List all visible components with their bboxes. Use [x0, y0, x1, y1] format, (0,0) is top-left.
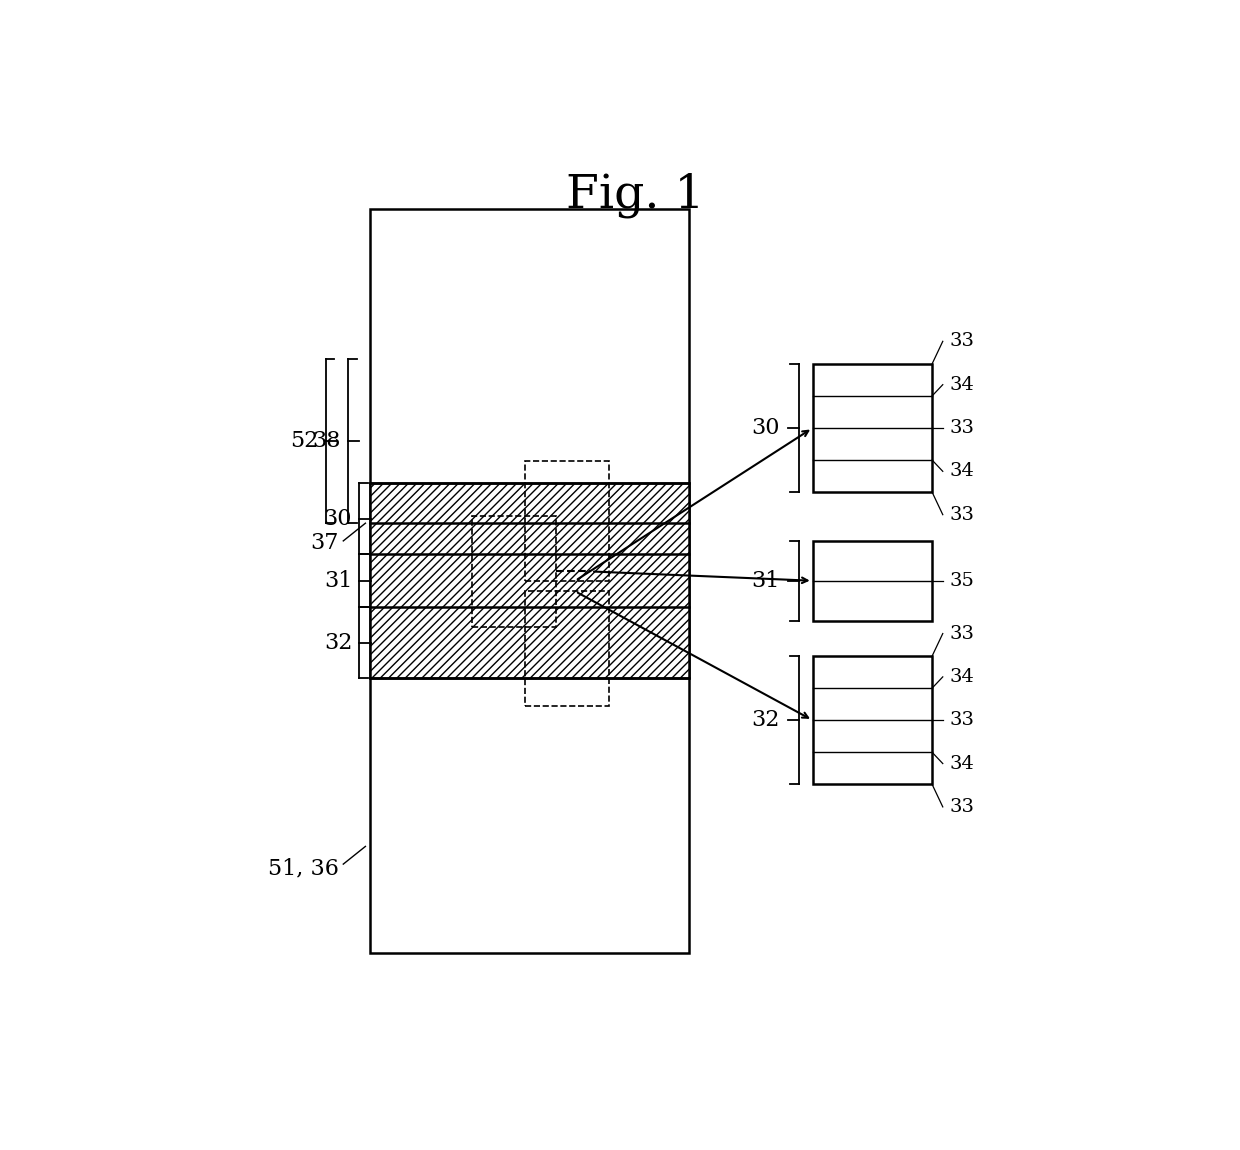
Text: 32: 32: [751, 710, 780, 731]
Text: 30: 30: [751, 417, 780, 439]
Text: 33: 33: [950, 419, 975, 437]
Text: 34: 34: [950, 754, 975, 773]
Text: 33: 33: [950, 711, 975, 729]
Text: 31: 31: [751, 569, 780, 592]
Bar: [525, 591, 609, 706]
Text: 34: 34: [950, 462, 975, 481]
Text: 37: 37: [310, 531, 339, 553]
Text: 51, 36: 51, 36: [268, 858, 339, 880]
Bar: [812, 540, 932, 621]
Bar: [471, 516, 556, 627]
Bar: [370, 483, 688, 678]
Text: 31: 31: [324, 569, 352, 592]
Text: 34: 34: [950, 668, 975, 685]
Bar: [812, 656, 932, 784]
Bar: [812, 363, 932, 492]
Text: 38: 38: [312, 430, 341, 452]
Text: 52: 52: [290, 430, 319, 452]
Text: 33: 33: [950, 798, 975, 815]
Bar: [370, 209, 688, 952]
Text: 30: 30: [324, 508, 352, 530]
Text: 33: 33: [950, 506, 975, 523]
Text: Fig. 1: Fig. 1: [567, 172, 704, 218]
Text: 33: 33: [950, 624, 975, 643]
Text: 35: 35: [950, 572, 975, 590]
Text: 33: 33: [950, 332, 975, 351]
Text: 34: 34: [950, 376, 975, 393]
Bar: [525, 461, 609, 581]
Text: 32: 32: [324, 631, 352, 653]
